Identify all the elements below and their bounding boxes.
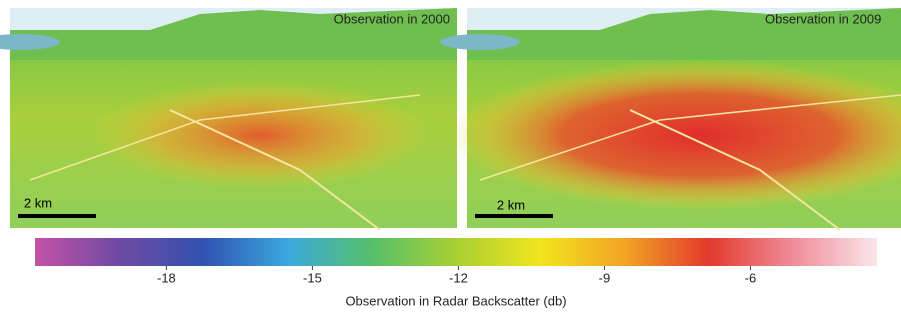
tick-label: -12 (449, 270, 468, 285)
scale-label: 2 km (497, 197, 525, 212)
map-panel (0, 8, 457, 230)
scale-label: 2 km (24, 195, 52, 210)
panel-title: Observation in 2009 (765, 11, 881, 26)
colorbar (35, 238, 877, 266)
tick-label: -18 (157, 270, 176, 285)
colorbar-label: Observation in Radar Backscatter (db) (345, 293, 566, 308)
tick-label: -15 (303, 270, 322, 285)
tick-label: -9 (599, 270, 611, 285)
figure: Observation in 2000 Observation in 2009 … (0, 0, 901, 317)
tick-label: -6 (745, 270, 757, 285)
panel-title: Observation in 2000 (334, 11, 450, 26)
